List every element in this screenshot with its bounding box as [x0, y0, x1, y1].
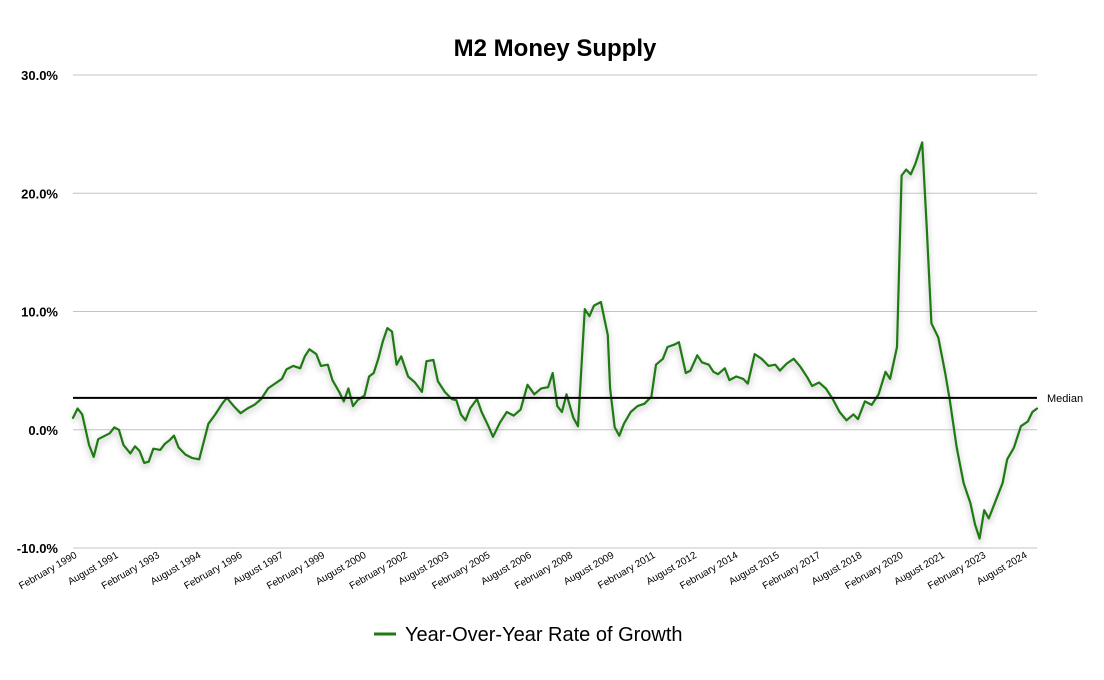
y-tick-label: 30.0%: [21, 68, 58, 83]
grid-layer: [73, 74, 1037, 549]
series-layer: [70, 141, 1039, 544]
y-tick-label: 0.0%: [28, 423, 58, 438]
y-tick-label: 20.0%: [21, 186, 58, 201]
reference-lines: Median: [73, 393, 1083, 405]
chart-title: M2 Money Supply: [454, 35, 657, 62]
y-tick-label: 10.0%: [21, 305, 58, 320]
legend: Year-Over-Year Rate of Growth: [374, 624, 683, 646]
legend-label: Year-Over-Year Rate of Growth: [405, 624, 683, 646]
series-shadow: [70, 142, 1039, 544]
y-tick-label: -10.0%: [17, 541, 59, 556]
y-axis-ticks: -10.0% 0.0% 10.0% 20.0% 30.0%: [17, 68, 59, 556]
median-label: Median: [1047, 393, 1083, 405]
series-line: [71, 141, 1039, 540]
